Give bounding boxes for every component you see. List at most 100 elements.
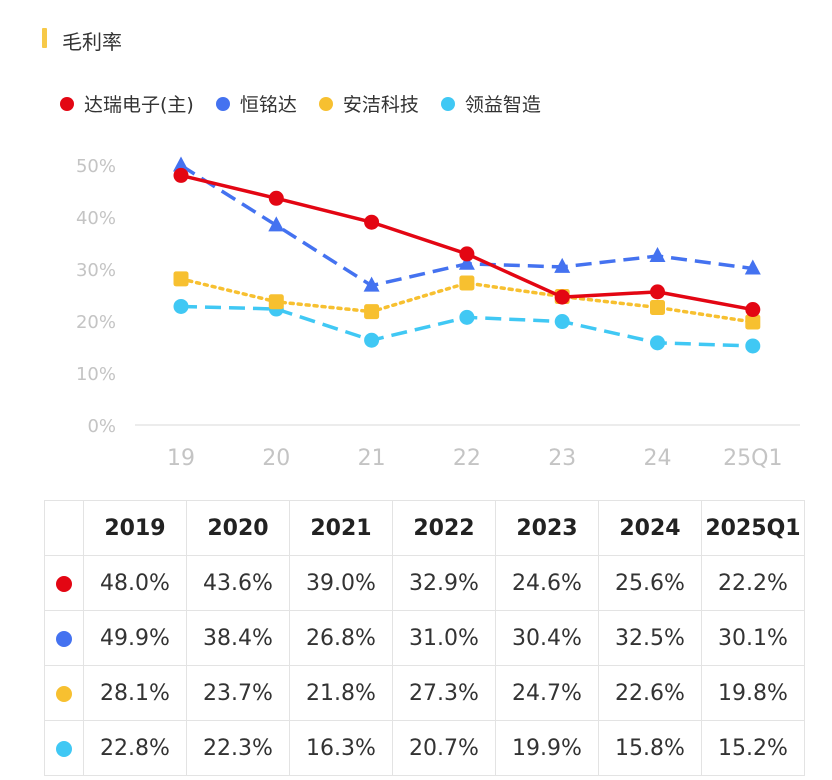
y-tick-label: 0% (87, 416, 116, 437)
table-cell: 25.6% (598, 555, 702, 611)
x-tick-label: 23 (548, 446, 576, 471)
data-point (363, 276, 380, 292)
table-cell: 28.1% (83, 665, 187, 721)
table-header-cell: 2024 (598, 500, 702, 556)
x-tick-label: 22 (453, 446, 481, 471)
y-tick-label: 50% (76, 156, 116, 177)
data-point (745, 338, 761, 354)
table-header-cell: 2025Q1 (701, 500, 805, 556)
table-row: 28.1% 23.7% 21.8% 27.3% 24.7% 22.6% 19.8% (44, 665, 805, 721)
table-cell: 16.3% (289, 720, 393, 776)
data-point (268, 216, 285, 232)
data-point (268, 190, 284, 206)
legend-marker (60, 96, 74, 111)
legend-label: 达瑞电子(主) (84, 94, 194, 116)
table-cell: 24.6% (495, 555, 599, 611)
table-cell: 26.8% (289, 610, 393, 666)
data-point (745, 302, 761, 318)
data-point (173, 156, 189, 172)
x-tick-label: 20 (262, 446, 290, 471)
x-tick-label: 19 (167, 446, 195, 471)
legend: 达瑞电子(主) 恒铭达 安洁科技 领益智造 (60, 90, 563, 117)
table-cell: 43.6% (186, 555, 290, 611)
table-cell: 30.1% (701, 610, 805, 666)
x-tick-label: 21 (358, 446, 386, 471)
table-cell: 32.9% (392, 555, 496, 611)
y-tick-label: 10% (76, 364, 116, 385)
table-cell: 22.3% (186, 720, 290, 776)
data-point (650, 299, 665, 315)
table-header-cell: 2023 (495, 500, 599, 556)
data-point (364, 214, 380, 230)
table-cell: 24.7% (495, 665, 599, 721)
table-cell: 20.7% (392, 720, 496, 776)
table-cell: 49.9% (83, 610, 187, 666)
table-row: 48.0% 43.6% 39.0% 32.9% 24.6% 25.6% 22.2% (44, 555, 805, 611)
legend-item[interactable]: 领益智造 (440, 90, 541, 117)
data-point (364, 332, 380, 348)
table-cell: 22.2% (701, 555, 805, 611)
data-table: 2019 2020 2021 2022 2023 2024 2025Q1 48.… (44, 500, 805, 776)
data-point (459, 275, 475, 291)
table-row: 22.8% 22.3% 16.3% 20.7% 19.9% 15.8% 15.2% (44, 720, 805, 776)
table-cell: 30.4% (495, 610, 599, 666)
data-point (364, 304, 380, 320)
legend-marker (440, 96, 455, 111)
table-cell: 31.0% (392, 610, 496, 666)
data-point (459, 246, 475, 262)
series-dot-icon (56, 685, 72, 702)
table-cell: 23.7% (186, 665, 290, 721)
legend-item[interactable]: 达瑞电子(主) (60, 90, 194, 117)
series-dot-icon (56, 740, 72, 757)
data-point (554, 257, 571, 273)
table-cell: 27.3% (392, 665, 496, 721)
table-row: 49.9% 38.4% 26.8% 31.0% 30.4% 32.5% 30.1% (44, 610, 805, 666)
line-chart: 0% 10% 20% 30% 40% 50% 19 20 21 22 23 24 25Q1 (76, 156, 800, 471)
x-tick-label: 24 (644, 446, 672, 471)
y-tick-label: 30% (76, 260, 116, 281)
table-header-cell: 2022 (392, 500, 496, 556)
row-marker-cell (44, 720, 84, 776)
table-header-row: 2019 2020 2021 2022 2023 2024 2025Q1 (44, 500, 805, 556)
data-point (744, 259, 761, 275)
data-point (458, 254, 475, 270)
legend-item[interactable]: 安洁科技 (318, 90, 419, 117)
data-point (268, 294, 284, 310)
table-cell: 38.4% (186, 610, 290, 666)
table-cell: 19.8% (701, 665, 805, 721)
data-point (554, 289, 570, 305)
legend-label: 安洁科技 (342, 94, 419, 116)
series-dot-icon (56, 630, 72, 647)
table-cell: 48.0% (83, 555, 187, 611)
legend-marker (318, 96, 333, 111)
y-tick-label: 40% (76, 208, 116, 229)
table-cell: 22.8% (83, 720, 187, 776)
data-point (173, 167, 189, 183)
data-point (173, 271, 189, 287)
table-cell: 22.6% (598, 665, 702, 721)
data-point (745, 314, 761, 330)
x-tick-label: 25Q1 (723, 446, 782, 471)
table-header-cell: 2019 (83, 500, 187, 556)
data-point (554, 314, 570, 330)
data-point (173, 298, 189, 314)
legend-label: 领益智造 (464, 94, 541, 116)
data-point (459, 309, 475, 325)
legend-item[interactable]: 恒铭达 (215, 90, 297, 117)
table-header-cell: 2020 (186, 500, 290, 556)
table-corner-cell (44, 500, 84, 556)
legend-marker (215, 96, 230, 111)
row-marker-cell (44, 555, 84, 611)
chart-title: 毛利率 (62, 30, 122, 54)
title-accent-bar (42, 28, 47, 48)
y-tick-label: 20% (76, 312, 116, 333)
table-cell: 32.5% (598, 610, 702, 666)
data-point (650, 284, 665, 300)
table-cell: 19.9% (495, 720, 599, 776)
table-cell: 21.8% (289, 665, 393, 721)
data-point (650, 335, 665, 351)
series-dot-icon (56, 575, 72, 592)
data-point (649, 247, 666, 262)
table-cell: 15.2% (701, 720, 805, 776)
table-header-cell: 2021 (289, 500, 393, 556)
